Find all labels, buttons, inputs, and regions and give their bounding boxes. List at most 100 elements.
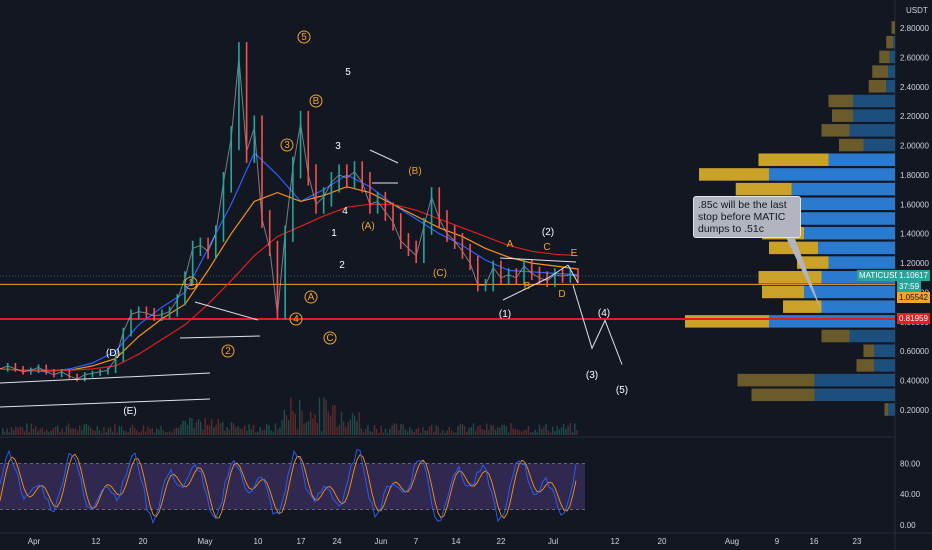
volume-bar <box>380 425 382 435</box>
volume-bar <box>501 424 503 435</box>
volume-bar <box>21 427 24 435</box>
osc-tick-label: 40.00 <box>900 490 921 499</box>
price-tick-label: 2.40000 <box>900 83 929 92</box>
time-tick-label: 12 <box>92 537 101 546</box>
vp-up-bar <box>863 344 874 357</box>
volume-bar <box>558 429 560 435</box>
volume-bar <box>2 428 4 435</box>
volume-bar <box>68 423 70 435</box>
annotation-callout[interactable]: .85c will be the last stop before MATIC … <box>693 196 801 238</box>
volume-bar <box>65 426 68 435</box>
volume-bar <box>354 415 356 435</box>
volume-bar <box>235 427 237 435</box>
volume-bar <box>83 424 85 435</box>
volume-bar <box>219 423 222 435</box>
vp-up-bar <box>821 124 850 137</box>
trendline <box>0 372 211 384</box>
volume-bar <box>72 428 74 435</box>
volume-bar <box>17 428 19 435</box>
vp-up-bar <box>699 168 769 181</box>
volume-bar <box>52 428 54 435</box>
volume-bar <box>310 411 312 435</box>
volume-bar <box>435 425 437 435</box>
volume-bar <box>213 427 215 435</box>
time-tick-label: 16 <box>810 537 819 546</box>
volume-bar <box>96 426 98 435</box>
volume-bar <box>521 431 523 435</box>
time-axis[interactable]: Apr 12 20 May 10 17 24 Jun 7 14 22 Jul 12 20 Aug 9 16 23 <box>28 537 862 546</box>
volume-bar <box>569 423 571 435</box>
volume-bar <box>204 417 206 435</box>
volume-bar <box>393 423 395 435</box>
wave-label: 1 <box>188 278 194 289</box>
volume-bar <box>153 432 156 435</box>
volume-bar <box>525 429 527 435</box>
volume-bar <box>109 427 112 435</box>
volume-bar <box>160 425 162 435</box>
volume-bar <box>59 431 61 435</box>
volume-bar <box>279 427 281 435</box>
volume-bar <box>140 430 142 435</box>
volume-bar <box>554 431 556 435</box>
volume-bar <box>125 431 127 435</box>
volume-bar <box>547 430 549 435</box>
volume-bar <box>556 425 558 435</box>
volume-bar <box>28 431 30 435</box>
wave-label: D <box>558 289 565 300</box>
moving-average-line <box>0 203 579 371</box>
volume-bar <box>39 428 41 435</box>
time-tick-label: May <box>197 537 212 546</box>
volume-bar <box>479 425 481 435</box>
volume-bar <box>186 424 189 435</box>
volume-bar <box>549 432 552 435</box>
volume-bar <box>288 420 290 435</box>
wave-label: (5) <box>616 385 628 396</box>
volume-bar <box>523 430 525 435</box>
volume-bar <box>424 430 426 435</box>
volume-bar <box>178 427 180 435</box>
wave-circle <box>309 94 323 108</box>
wave-circle <box>221 344 235 358</box>
volume-bar <box>290 397 292 435</box>
volume-bar <box>488 429 490 435</box>
vp-up-bar <box>821 329 850 343</box>
volume-bar <box>162 430 164 435</box>
volume-bar <box>428 426 431 435</box>
vp-down-bar <box>804 226 895 240</box>
volume-bar <box>404 429 406 435</box>
volume-bar <box>391 425 393 435</box>
volume-bar <box>345 427 347 435</box>
volume-bar <box>442 430 444 435</box>
wave-circle <box>289 312 303 326</box>
price-tick-label: 1.20000 <box>900 259 929 268</box>
volume-bar <box>431 424 433 435</box>
volume-bar <box>74 428 76 435</box>
volume-bar <box>486 423 488 435</box>
volume-bar <box>296 429 299 435</box>
volume-bar <box>514 429 516 435</box>
vp-down-bar <box>874 344 895 357</box>
volume-bar <box>268 425 270 435</box>
volume-bar <box>387 432 389 435</box>
volume-bar <box>57 425 59 435</box>
price-tick-label: 1.80000 <box>900 171 929 180</box>
vp-down-bar <box>804 285 895 299</box>
volume-bar <box>263 429 266 435</box>
volume-bar <box>369 430 371 435</box>
volume-bar <box>494 429 497 435</box>
volume-bar <box>37 431 39 435</box>
volume-bar <box>453 432 455 435</box>
price-tick-label: 2.60000 <box>900 53 929 62</box>
volume-bar <box>527 426 530 435</box>
symbol-tag: MATICUSDT <box>857 270 908 281</box>
volume-bar <box>112 431 114 435</box>
volume-bar <box>508 432 510 435</box>
vp-up-bar <box>886 35 894 49</box>
wave-circle <box>297 30 311 44</box>
volume-bar <box>6 428 8 435</box>
volume-bar <box>283 409 285 435</box>
wave-label: 5 <box>301 32 307 43</box>
volume-bar <box>147 426 149 435</box>
volume-bar <box>516 429 519 435</box>
